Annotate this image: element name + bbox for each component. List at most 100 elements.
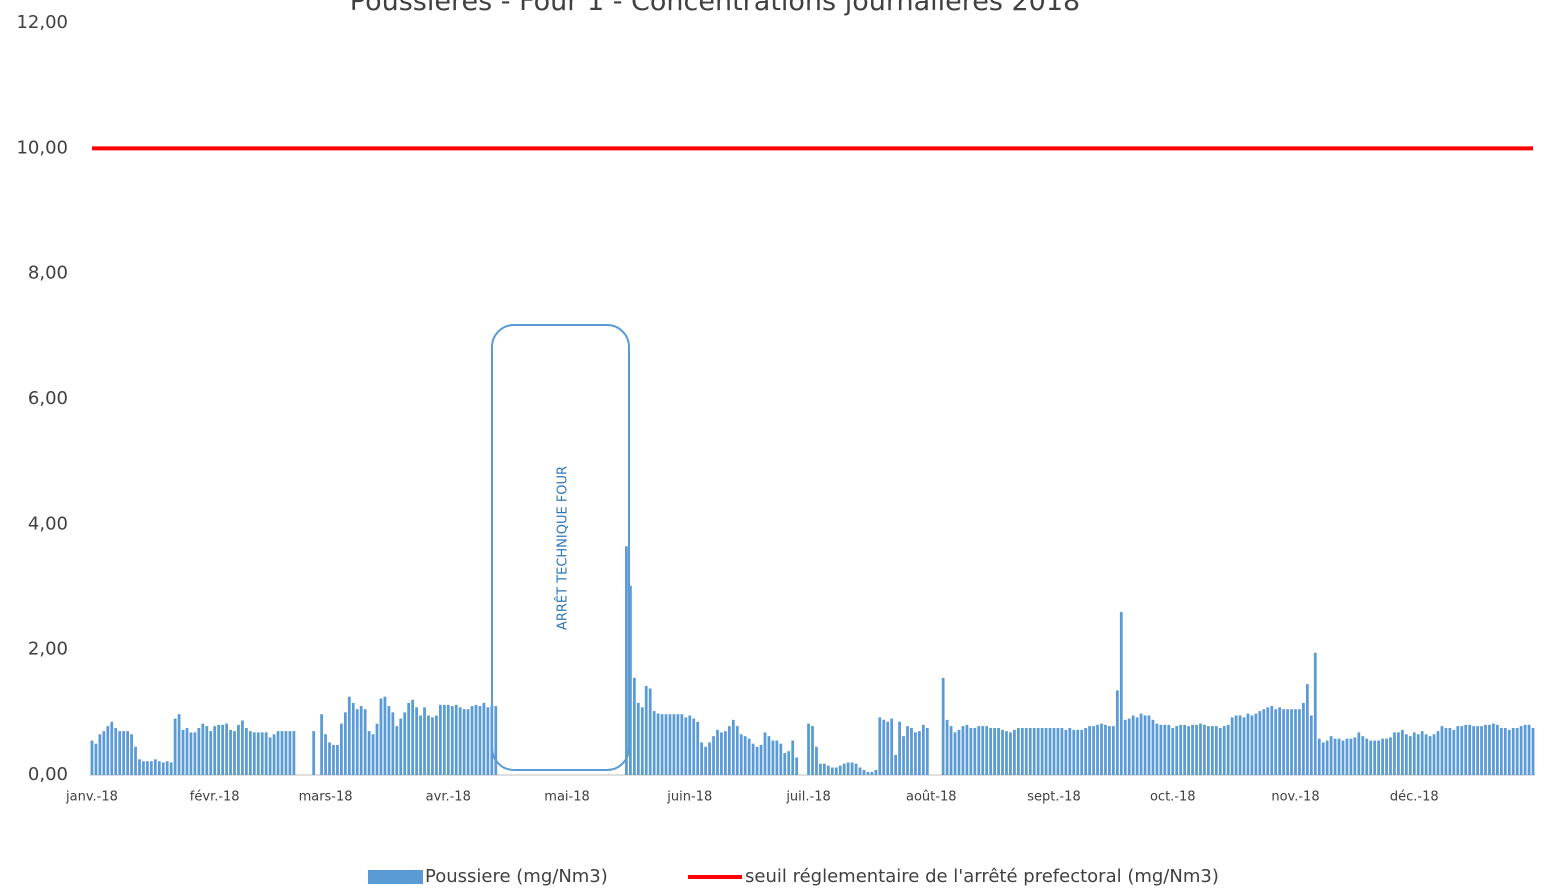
- bar: [1013, 729, 1016, 775]
- bar: [233, 731, 236, 775]
- bar: [898, 721, 901, 775]
- bar: [1290, 709, 1293, 775]
- bar: [1167, 724, 1171, 775]
- bar: [427, 715, 430, 775]
- bar: [791, 740, 795, 775]
- bar: [343, 712, 347, 775]
- bar: [862, 769, 866, 775]
- bar: [102, 731, 106, 775]
- bar: [1385, 738, 1388, 775]
- bar: [407, 702, 411, 775]
- bar: [438, 704, 442, 775]
- bar: [403, 712, 407, 775]
- bar: [1084, 728, 1088, 775]
- bar: [256, 732, 260, 775]
- bar: [134, 746, 137, 775]
- bar: [288, 731, 292, 775]
- x-tick-label: juil.-18: [785, 790, 830, 805]
- bar: [371, 734, 375, 775]
- bar: [237, 724, 240, 775]
- bar: [359, 706, 363, 775]
- bar: [1040, 728, 1044, 775]
- bar: [1048, 728, 1052, 775]
- bar: [997, 728, 1000, 775]
- bar: [1115, 690, 1119, 775]
- bar: [1476, 726, 1479, 775]
- bar: [161, 762, 165, 775]
- bar: [1076, 729, 1080, 775]
- bar: [1207, 726, 1210, 775]
- bar: [957, 729, 961, 775]
- bar: [688, 715, 692, 775]
- bar: [197, 728, 201, 775]
- bar: [1044, 728, 1048, 775]
- bar: [347, 696, 351, 775]
- bar: [1420, 731, 1424, 775]
- bar: [878, 717, 882, 775]
- bar: [656, 713, 660, 775]
- bar: [1313, 652, 1317, 775]
- bar: [1151, 719, 1155, 775]
- bar: [225, 723, 228, 775]
- bar: [217, 724, 221, 775]
- bar: [450, 706, 454, 775]
- bar: [660, 714, 664, 775]
- bar: [260, 732, 264, 775]
- bar: [1404, 734, 1408, 775]
- bar: [1218, 728, 1222, 775]
- bar: [874, 769, 878, 775]
- bar: [130, 734, 133, 775]
- bar: [1159, 724, 1163, 775]
- bar: [985, 726, 989, 775]
- bar: [692, 718, 696, 775]
- bar: [779, 743, 783, 775]
- bar: [312, 731, 316, 775]
- bar: [1119, 612, 1123, 775]
- bar: [106, 726, 110, 775]
- bar: [284, 731, 288, 775]
- x-tick-label: août-18: [906, 790, 957, 805]
- bar: [399, 718, 403, 775]
- bar: [1488, 724, 1491, 775]
- bar: [743, 736, 747, 775]
- bar: [1440, 726, 1444, 775]
- bar: [1523, 724, 1527, 775]
- bar: [1309, 715, 1313, 775]
- bar: [1480, 726, 1483, 775]
- bar: [474, 704, 478, 775]
- bar: [415, 707, 418, 775]
- bar: [735, 726, 739, 775]
- bar: [478, 706, 482, 775]
- bar: [181, 729, 185, 775]
- bar: [1064, 729, 1068, 775]
- bar: [1171, 728, 1175, 775]
- bar: [470, 706, 474, 775]
- bar: [185, 728, 189, 775]
- bar: [1123, 719, 1127, 775]
- bar: [157, 761, 161, 775]
- bar: [1329, 736, 1333, 775]
- bar: [672, 714, 676, 775]
- bar: [1068, 728, 1072, 775]
- bar: [906, 726, 909, 775]
- bar: [1436, 731, 1440, 775]
- bar: [320, 714, 323, 775]
- bar: [1234, 715, 1238, 775]
- bar: [1210, 726, 1214, 775]
- bar: [351, 702, 355, 775]
- bar: [391, 712, 395, 775]
- bar: [122, 731, 126, 775]
- bar: [1195, 724, 1198, 775]
- bar: [1199, 723, 1202, 775]
- bar: [1511, 728, 1515, 775]
- bar: [1036, 728, 1040, 775]
- bar: [138, 759, 141, 775]
- bar: [941, 677, 945, 775]
- y-tick-label: 12,00: [16, 12, 68, 33]
- bar: [795, 757, 799, 775]
- bar: [94, 743, 98, 775]
- bar: [1298, 709, 1301, 775]
- bar: [1305, 684, 1309, 775]
- bar: [355, 709, 359, 775]
